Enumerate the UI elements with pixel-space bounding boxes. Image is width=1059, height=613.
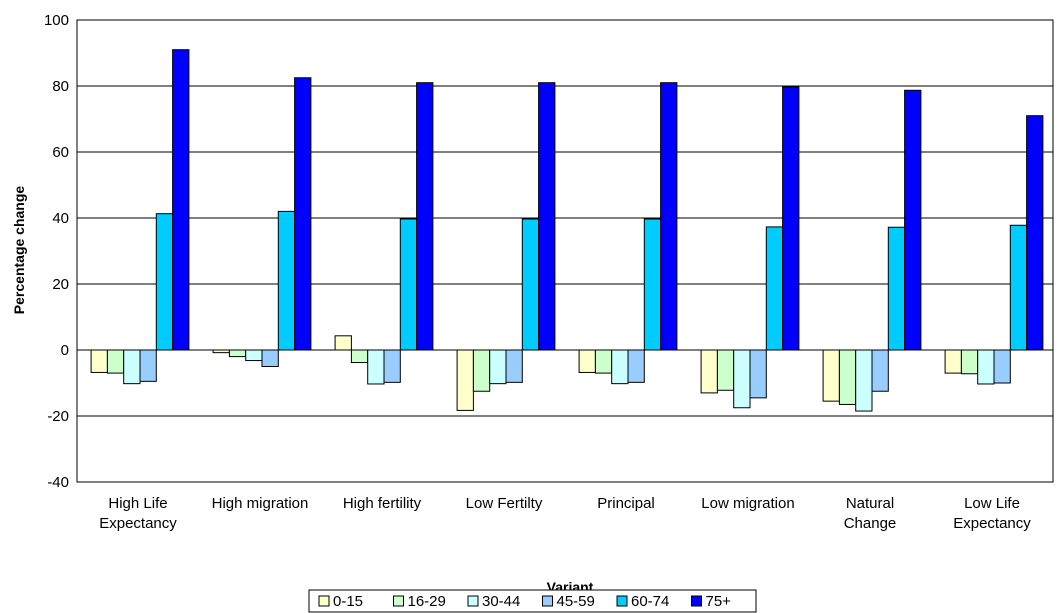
bar-0-15 [456,349,474,411]
y-tick-label: 60 [52,144,69,161]
category-label: High fertility [343,495,422,512]
bar-0-15 [90,349,108,373]
bar-60-74 [643,218,662,351]
legend-swatch [542,595,553,607]
bar-30-44 [367,349,385,385]
bar-75+ [782,86,800,351]
bar-45-59 [627,349,645,383]
bar-30-44 [733,349,751,409]
legend-label: 75+ [706,593,732,610]
bar-30-44 [855,349,873,412]
legend-swatch [616,595,628,607]
category-label: Change [844,515,897,532]
category-label: Principal [597,495,655,512]
category-label: Low Fertilty [466,495,543,512]
bar-16-29 [594,349,613,374]
y-tick-label: 20 [52,276,69,293]
bar-0-15 [334,335,352,351]
bars [90,49,1044,412]
bar-16-29 [716,349,735,391]
y-tick-label: 100 [44,12,69,29]
y-tick-label: -20 [47,408,69,425]
y-tick-label: 80 [52,78,69,95]
bar-45-59 [993,349,1011,384]
bar-16-29 [228,349,247,358]
bar-75+ [1026,115,1044,351]
category-label: Expectancy [953,515,1031,532]
bar-0-15 [578,349,596,373]
legend-label: 16-29 [408,593,446,610]
bar-45-59 [749,349,767,399]
bar-75+ [904,89,922,351]
bar-16-29 [472,349,491,392]
bar-60-74 [399,218,418,351]
legend-box [308,589,757,613]
bar-45-59 [139,349,157,382]
bar-75+ [416,82,434,351]
axes [76,19,1054,483]
bar-60-74 [1009,224,1028,351]
bar-30-44 [123,349,141,385]
bar-0-15 [944,349,962,374]
bar-45-59 [505,349,523,383]
legend-label: 0-15 [333,593,363,610]
bar-60-74 [277,210,296,351]
bar-16-29 [838,349,857,405]
category-label: Expectancy [99,515,177,532]
legend-swatch [467,595,479,607]
plot-frame [76,19,1054,483]
bar-16-29 [350,349,369,364]
legend-label: 45-59 [557,593,595,610]
bar-30-44 [489,349,507,385]
bar-45-59 [383,349,401,383]
bar-16-29 [106,349,125,374]
bar-60-74 [155,213,174,351]
y-tick-labels: -40 -20 0 20 40 60 80 100 [44,12,69,491]
legend-label: 60-74 [631,593,669,610]
bar-30-44 [245,349,263,362]
bar-45-59 [261,349,279,367]
bar-0-15 [700,349,718,394]
category-label: Low migration [701,495,794,512]
y-tick-label: 0 [61,342,69,359]
y-tick-label: -40 [47,474,69,491]
bar-16-29 [960,349,979,375]
bar-75+ [538,82,556,351]
legend-swatch [318,595,330,607]
legend-swatch [691,595,702,607]
bar-30-44 [977,349,995,385]
y-tick-label: 40 [52,210,69,227]
bar-30-44 [611,349,629,385]
bar-75+ [294,77,312,351]
bar-60-74 [887,226,906,351]
bar-0-15 [822,349,840,402]
bar-75+ [660,82,678,351]
legend-label: 30-44 [482,593,520,610]
x-category-labels: High Life Expectancy High migration High fe… [99,495,1031,532]
legend: 0-15 16-29 30-44 45-59 60-74 75+ [308,589,757,613]
category-label: Low Life [964,495,1020,512]
category-label: High migration [212,495,309,512]
bar-75+ [172,49,190,351]
bar-45-59 [871,349,889,392]
y-axis-title: Percentage change [11,186,27,315]
bar-60-74 [521,218,540,351]
category-label: High Life [108,495,167,512]
legend-swatch [393,595,404,607]
bar-60-74 [765,226,784,351]
category-label: Natural [846,495,894,512]
